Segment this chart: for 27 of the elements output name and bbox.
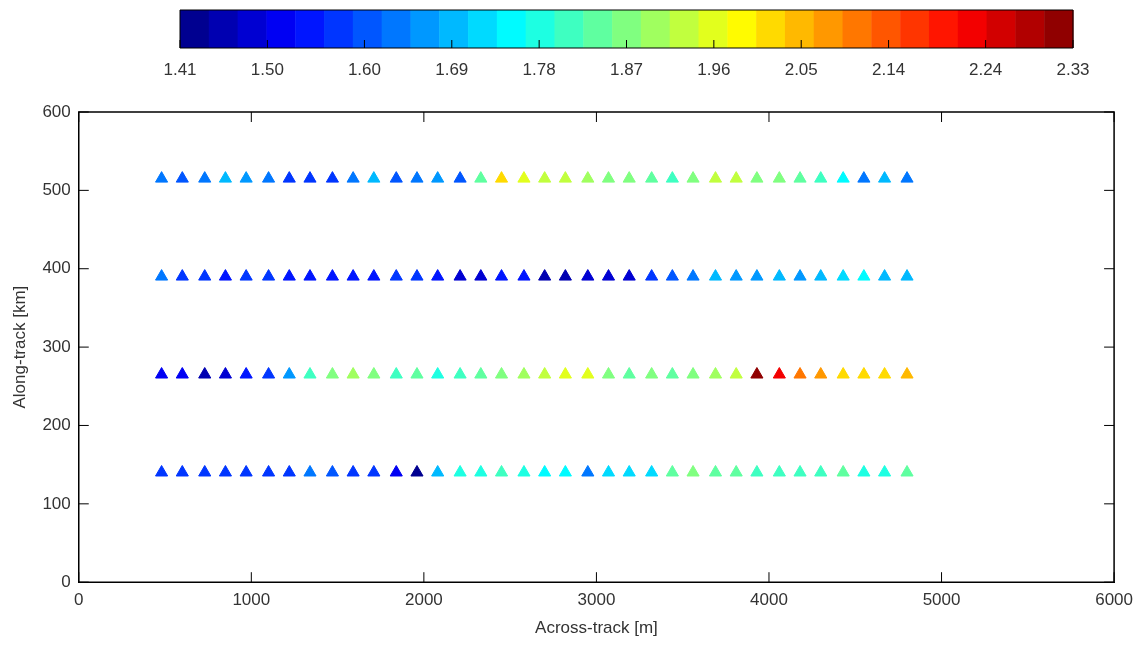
color-bar-label: 2.14 [872,60,906,80]
x-tick-label: 2000 [404,590,443,610]
color-bar-label: 1.50 [250,60,284,80]
color-bar-label: 2.33 [1056,60,1090,80]
color-bar-label: 2.05 [784,60,818,80]
y-axis-title: Along-track [km] [9,285,29,409]
color-bar-label: 1.60 [347,60,381,80]
y-tick-label: 0 [61,571,71,591]
y-tick-label: 600 [42,101,71,121]
x-tick-label: 1000 [232,590,271,610]
y-tick-label: 100 [42,493,71,513]
y-tick-label: 500 [42,180,71,200]
x-axis-title: Across-track [m] [535,618,658,638]
x-tick-label: 0 [74,590,84,610]
color-bar-label: 2.24 [969,60,1003,80]
color-bar-label: 1.69 [435,60,469,80]
color-bar-label: 1.87 [609,60,644,80]
x-tick-label: 4000 [750,590,788,610]
color-bar-label: 1.41 [163,60,197,80]
x-tick-label: 6000 [1095,590,1133,610]
y-tick-label: 200 [42,415,71,435]
y-tick-label: 300 [42,336,71,356]
x-tick-label: 5000 [922,590,961,610]
color-bar-label: 1.78 [522,60,556,80]
y-tick-label: 400 [42,258,71,278]
color-bar-label: 1.96 [697,60,731,80]
x-tick-label: 3000 [577,590,616,610]
